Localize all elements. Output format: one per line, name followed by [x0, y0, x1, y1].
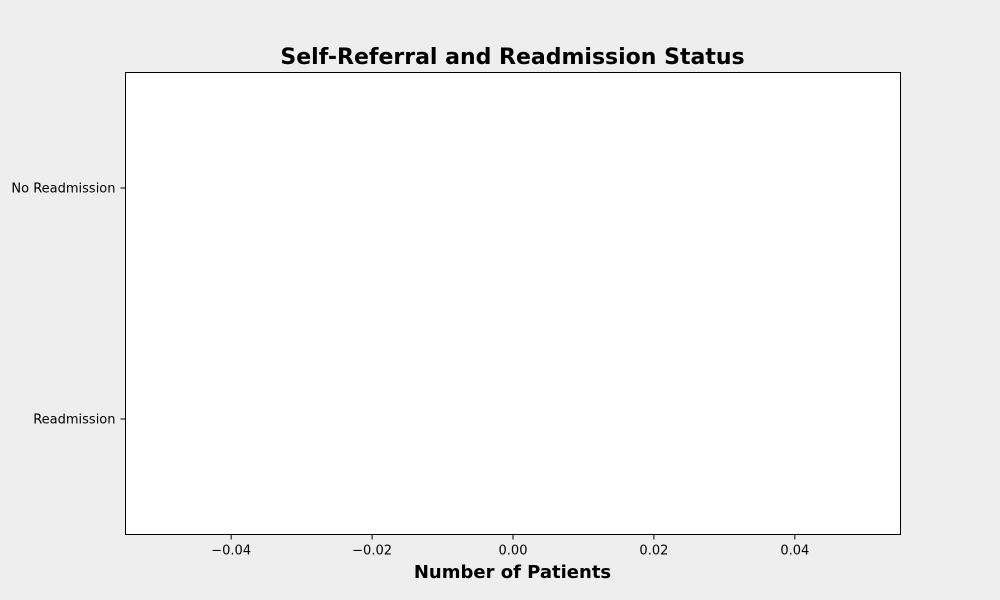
- chart-title: Self-Referral and Readmission Status: [280, 45, 744, 70]
- x-tick-label: 0.04: [780, 544, 809, 559]
- x-axis-label: Number of Patients: [414, 562, 611, 583]
- plot-area: [125, 72, 901, 535]
- x-tick-label: 0.02: [639, 544, 668, 559]
- y-axis-ticks: No Readmission Readmission: [11, 182, 126, 428]
- x-tick-label: 0.00: [499, 544, 528, 559]
- y-tick-label: Readmission: [33, 413, 115, 428]
- x-tick-label: −0.04: [211, 544, 251, 559]
- x-tick-label: −0.02: [352, 544, 392, 559]
- y-tick-label: No Readmission: [11, 182, 115, 197]
- x-axis-ticks: −0.04 −0.02 0.00 0.02 0.04: [211, 534, 809, 559]
